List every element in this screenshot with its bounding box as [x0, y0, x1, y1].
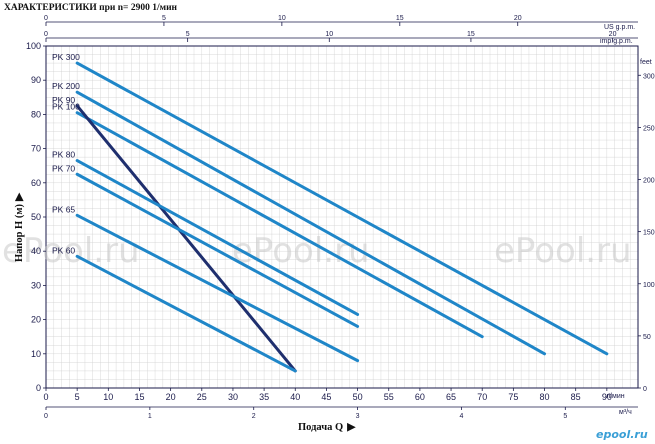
series-label: PK 90: [52, 95, 75, 105]
impgpm-tick-label: 20: [609, 31, 617, 38]
top-axis-impgpm-label: imp.g.p.m.: [600, 38, 633, 45]
series-label: PK 80: [52, 150, 75, 160]
feet-tick-label: 0: [643, 386, 647, 393]
series-label: PK 100: [52, 102, 80, 112]
m3h-tick-label: 1: [148, 413, 152, 420]
feet-axis-label: feet: [640, 59, 652, 66]
m3h-tick-label: 4: [459, 413, 463, 420]
x-tick-label: 55: [384, 392, 394, 402]
usgpm-tick-label: 5: [162, 15, 166, 22]
x-tick-label: 20: [166, 392, 176, 402]
impgpm-tick-label: 0: [44, 31, 48, 38]
x-tick-label: 70: [477, 392, 487, 402]
y-axis-title: Напор H (м)▶: [14, 192, 25, 262]
x-tick-label: 5: [75, 392, 80, 402]
x-tick-label: 30: [228, 392, 238, 402]
chart-title: ХАРАКТЕРИСТИКИ при n= 2900 1/мин: [4, 3, 178, 13]
watermark-text: ePool.ru: [2, 231, 140, 271]
feet-tick-label: 200: [643, 178, 655, 185]
series-line: [75, 61, 609, 356]
x-tick-label: 40: [290, 392, 300, 402]
x-tick-label: 50: [353, 392, 363, 402]
chart-grid: [45, 45, 639, 389]
x-tick-label: 65: [446, 392, 456, 402]
feet-tick-label: 50: [643, 334, 651, 341]
top-flow-axes: US g.p.m. imp.g.p.m.: [46, 21, 638, 45]
y-tick-label: 70: [31, 144, 41, 154]
x-tick-label: 85: [571, 392, 581, 402]
x-tick-label: 90: [602, 392, 612, 402]
watermark-text: ePool.ru: [494, 231, 632, 271]
m3h-tick-label: 0: [44, 413, 48, 420]
series-line: [75, 254, 297, 373]
series-label: PK 65: [52, 204, 75, 214]
usgpm-tick-label: 0: [44, 15, 48, 22]
usgpm-tick-label: 20: [514, 15, 522, 22]
x-unit-label: л/мин: [606, 393, 625, 400]
y-tick-label: 100: [26, 41, 41, 51]
impgpm-tick-label: 5: [186, 31, 190, 38]
x-tick-label: 75: [508, 392, 518, 402]
y-tick-label: 80: [31, 109, 41, 119]
impgpm-tick-label: 15: [467, 31, 475, 38]
series-line: [75, 213, 360, 363]
series-label: PK 70: [52, 163, 75, 173]
y-tick-label: 60: [31, 178, 41, 188]
x-tick-label: 15: [134, 392, 144, 402]
x-tick-label: 45: [321, 392, 331, 402]
y-tick-label: 90: [31, 75, 41, 85]
series-label: PK 60: [52, 245, 75, 255]
x-tick-label: 0: [43, 392, 48, 402]
y-tick-label: 10: [31, 349, 41, 359]
y-tick-label: 30: [31, 280, 41, 290]
series-label: PK 300: [52, 52, 80, 62]
feet-tick-label: 150: [643, 230, 655, 237]
y-tick-label: 20: [31, 315, 41, 325]
impgpm-tick-label: 10: [325, 31, 333, 38]
x-tick-label: 80: [540, 392, 550, 402]
top-axis-usgpm-label: US g.p.m.: [604, 24, 635, 31]
series-line: [75, 111, 484, 339]
usgpm-tick-label: 10: [278, 15, 286, 22]
x-tick-label: 60: [415, 392, 425, 402]
x-tick-label: 10: [103, 392, 113, 402]
x-tick-label: 25: [197, 392, 207, 402]
watermark-layer: ePool.ru ePool.ru ePool.ru: [2, 231, 632, 271]
x-axis-title: Подача Q ▶: [298, 422, 356, 433]
series-line: [75, 90, 547, 356]
m3h-axis-label: м³/ч: [619, 409, 632, 416]
feet-tick-label: 300: [643, 73, 655, 80]
m3h-tick-label: 3: [356, 413, 360, 420]
series-label: PK 200: [52, 81, 80, 91]
usgpm-tick-label: 15: [396, 15, 404, 22]
y-tick-label: 50: [31, 212, 41, 222]
feet-tick-label: 250: [643, 125, 655, 132]
brand-logo: epool.ru: [596, 428, 648, 441]
y-tick-label: 0: [36, 383, 41, 393]
m3h-tick-label: 5: [563, 413, 567, 420]
chart-series: [75, 61, 609, 373]
series-line: [75, 159, 360, 316]
m3h-tick-label: 2: [252, 413, 256, 420]
x-tick-label: 35: [259, 392, 269, 402]
series-line: [75, 104, 297, 373]
y-tick-label: 40: [31, 246, 41, 256]
feet-tick-label: 100: [643, 282, 655, 289]
series-line: [75, 172, 360, 328]
